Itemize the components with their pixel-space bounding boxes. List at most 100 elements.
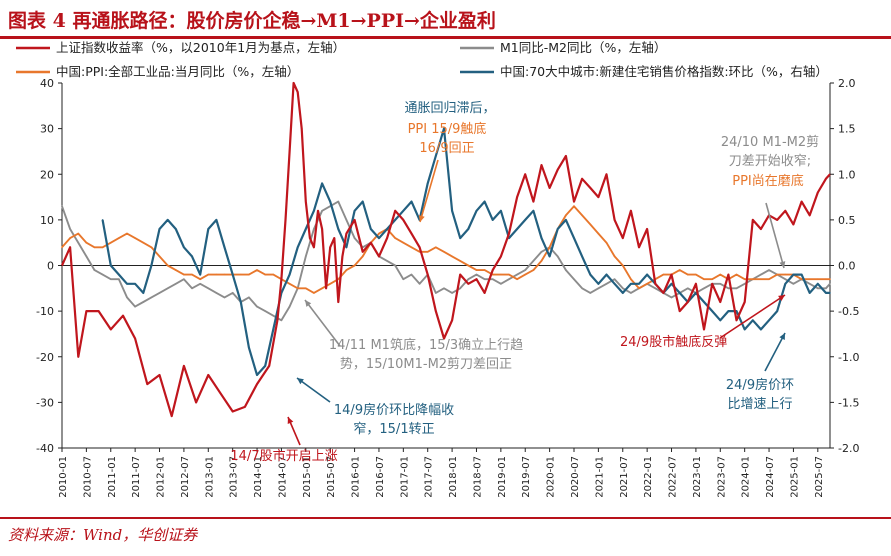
- left-tick-label: -40: [36, 442, 54, 455]
- data-point-ppi: [581, 214, 583, 217]
- data-point-ppi: [565, 214, 567, 217]
- data-point-sse: [638, 246, 640, 249]
- data-point-m1gap: [223, 296, 226, 299]
- data-point-sse: [122, 314, 124, 317]
- data-point-ppi: [630, 278, 632, 281]
- data-point-ppi: [150, 246, 153, 249]
- data-point-ppi: [589, 223, 592, 226]
- data-point-m1gap: [175, 283, 177, 285]
- data-point-house: [435, 155, 437, 157]
- data-point-m1gap: [337, 200, 340, 203]
- data-point-house: [548, 255, 551, 258]
- annotation-arrowhead-house: [297, 378, 304, 385]
- data-point-ppi: [361, 255, 364, 258]
- data-point-house: [556, 228, 559, 230]
- x-tick-label: 2016-07: [375, 456, 386, 498]
- data-point-m1gap: [77, 241, 80, 244]
- data-point-house: [695, 292, 697, 294]
- annotation-arrowhead-sse: [778, 295, 785, 301]
- data-point-ppi: [695, 273, 697, 276]
- title-rule: [0, 36, 891, 39]
- right-tick-label: 0.0: [838, 260, 856, 273]
- x-tick-label: 2015-07: [326, 456, 337, 498]
- data-point-m1gap: [272, 314, 275, 317]
- data-point-house: [443, 127, 445, 130]
- data-point-ppi: [760, 278, 762, 281]
- annotation-arrow-house: [764, 332, 786, 372]
- data-point-sse: [77, 356, 80, 358]
- left-tick-label: 40: [40, 77, 54, 90]
- data-point-house: [703, 301, 705, 303]
- data-point-ppi: [426, 251, 429, 253]
- data-point-house: [573, 237, 575, 239]
- data-point-m1gap: [321, 210, 323, 212]
- x-tick-label: 2025-07: [814, 456, 825, 498]
- data-point-m1gap: [158, 292, 161, 294]
- data-point-m1gap: [61, 205, 63, 207]
- data-point-ppi: [394, 237, 397, 239]
- left-tick-label: 0: [47, 260, 54, 273]
- annotation-house: 比增速上行: [727, 397, 792, 412]
- series-layer: [60, 81, 831, 418]
- data-point-ppi: [475, 269, 478, 271]
- data-point-ppi: [175, 269, 177, 271]
- annotation-sse: 24/9股市触底反弹: [620, 334, 727, 350]
- data-point-house: [394, 219, 397, 221]
- data-point-sse: [361, 251, 364, 253]
- data-point-house: [825, 292, 827, 294]
- x-tick-label: 2010-07: [82, 456, 93, 498]
- x-tick-label: 2018-07: [472, 456, 483, 498]
- data-point-m1gap: [540, 251, 543, 253]
- annotation-arrowhead-sse: [287, 417, 294, 424]
- data-point-house: [760, 328, 762, 331]
- data-point-ppi: [516, 278, 518, 281]
- data-point-ppi: [296, 287, 299, 290]
- right-tick-label: 1.5: [838, 123, 856, 136]
- right-tick-label: -0.5: [838, 305, 859, 318]
- data-point-sse: [500, 255, 502, 258]
- data-point-ppi: [118, 237, 120, 239]
- data-point-house: [101, 219, 104, 221]
- data-point-sse: [378, 255, 380, 258]
- data-point-ppi: [662, 273, 665, 276]
- data-point-house: [817, 283, 819, 285]
- data-point-sse: [329, 246, 332, 249]
- data-point-m1gap: [630, 292, 632, 294]
- data-point-m1gap: [719, 283, 722, 285]
- data-point-house: [483, 200, 486, 203]
- left-tick-label: 10: [40, 214, 54, 227]
- data-point-house: [800, 273, 803, 276]
- data-point-ppi: [687, 273, 689, 276]
- data-point-sse: [760, 228, 762, 230]
- right-tick-label: -1.5: [838, 396, 859, 409]
- data-point-ppi: [288, 283, 291, 285]
- data-point-house: [402, 210, 405, 212]
- data-point-ppi: [329, 283, 332, 285]
- data-point-sse: [581, 178, 583, 180]
- data-point-sse: [341, 255, 344, 258]
- annotation-house: 14/9房价环比降幅收: [334, 402, 454, 418]
- data-point-ppi: [776, 273, 778, 276]
- annotation-arrow-house: [296, 377, 331, 403]
- data-point-house: [630, 283, 632, 285]
- data-point-sse: [613, 219, 616, 221]
- data-point-sse: [743, 301, 746, 303]
- data-point-sse: [313, 246, 315, 249]
- data-point-m1gap: [118, 278, 120, 281]
- data-point-ppi: [402, 241, 405, 244]
- x-tick-label: 2019-01: [497, 456, 508, 498]
- data-point-house: [565, 219, 567, 221]
- data-point-sse: [792, 223, 795, 226]
- data-point-m1gap: [313, 228, 315, 230]
- data-point-ppi: [410, 246, 413, 249]
- data-point-m1gap: [808, 283, 811, 285]
- data-point-house: [646, 273, 648, 276]
- data-point-sse: [370, 241, 372, 244]
- data-point-sse: [727, 273, 730, 276]
- data-point-house: [110, 264, 112, 267]
- data-point-m1gap: [467, 278, 470, 281]
- annotation-arrowhead-m1gap: [305, 300, 312, 307]
- source-note: 资料来源：Wind，华创证券: [8, 526, 198, 544]
- data-point-house: [475, 210, 478, 212]
- data-point-sse: [402, 219, 405, 221]
